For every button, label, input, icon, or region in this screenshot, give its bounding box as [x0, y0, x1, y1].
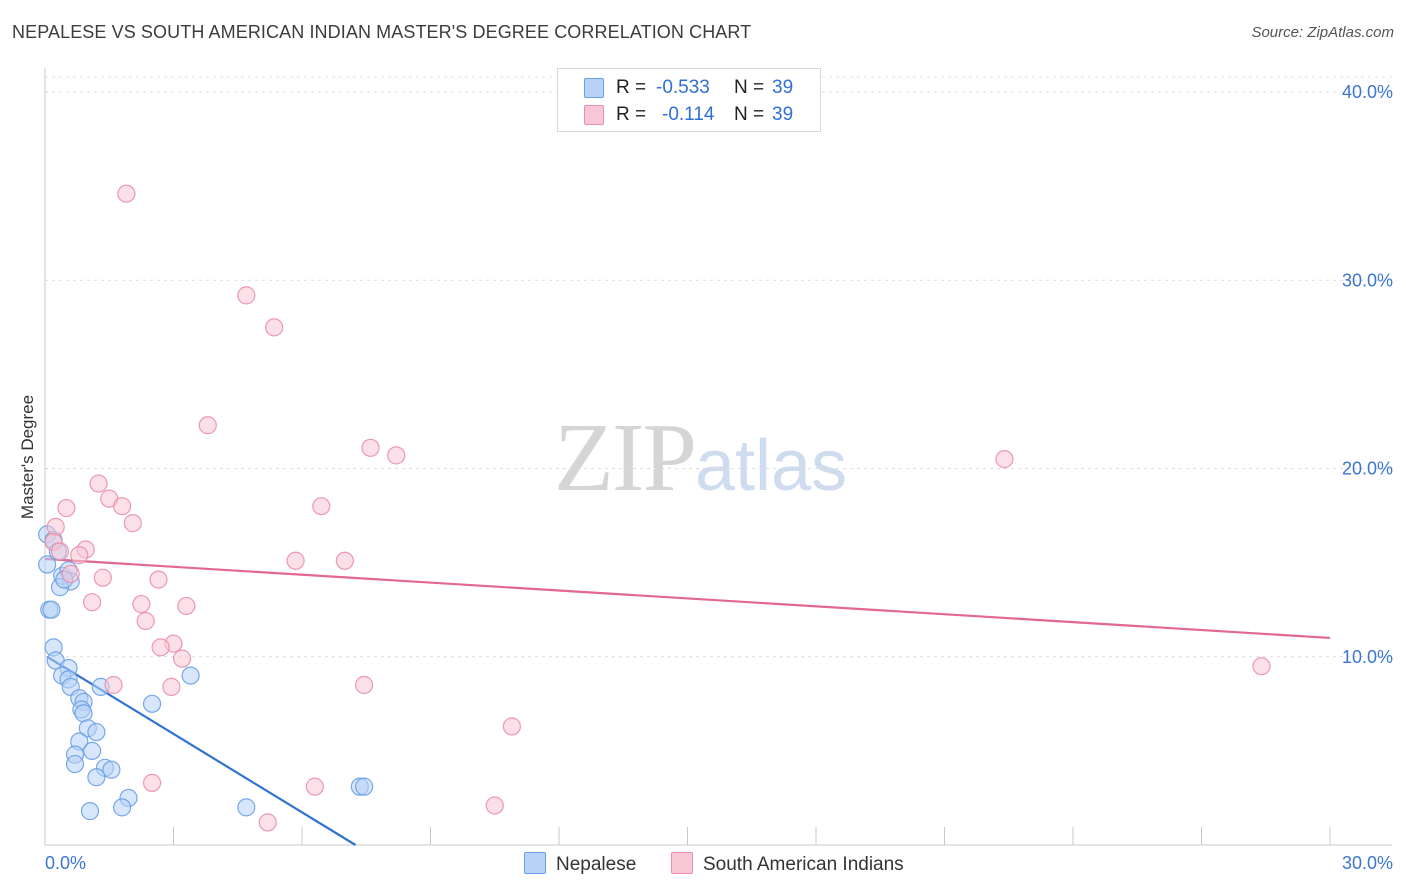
n-label: N = [734, 104, 765, 125]
point-south-american-indians [355, 675, 374, 695]
chart-title: NEPALESE VS SOUTH AMERICAN INDIAN MASTER… [12, 22, 752, 42]
south-american-indians-swatch [671, 852, 693, 874]
point-south-american-indians [198, 416, 217, 435]
point-south-american-indians [136, 611, 155, 631]
point-nepalese [142, 694, 162, 713]
point-nepalese [83, 741, 102, 760]
n-label: N = [734, 77, 765, 98]
point-south-american-indians [50, 542, 70, 561]
n-value: 39 [772, 104, 794, 125]
r-label: R = [616, 77, 647, 98]
point-south-american-indians [132, 594, 151, 614]
r-label: R = [616, 104, 647, 125]
point-south-american-indians [57, 498, 76, 518]
series-legend: Nepalese South American Indians [0, 850, 1406, 878]
point-south-american-indians [162, 677, 181, 696]
legend-label: South American Indians [703, 854, 904, 875]
point-south-american-indians [70, 546, 89, 565]
nepalese-swatch [524, 852, 546, 874]
point-south-american-indians [335, 551, 354, 570]
gridlines [45, 76, 1392, 658]
point-nepalese [87, 722, 106, 742]
data-points [38, 184, 1271, 832]
point-south-american-indians [1252, 657, 1271, 676]
tick-labels: 10.0% 20.0% 30.0% 40.0% 0.0% 30.0% Master's De… [18, 82, 1393, 873]
point-south-american-indians [387, 446, 406, 465]
south-american-indians-swatch [584, 105, 604, 125]
trend-line-south-american-indians [44, 557, 1331, 640]
y-tick-label: 30.0% [1342, 270, 1393, 290]
point-nepalese [181, 666, 200, 685]
y-tick-label: 40.0% [1342, 82, 1393, 102]
chart-source: Source: ZipAtlas.com [1251, 24, 1394, 41]
x-tick-label: 0.0% [45, 853, 86, 873]
legend-item-nepalese: Nepalese [524, 852, 636, 876]
point-south-american-indians [312, 497, 331, 516]
legend-label: Nepalese [556, 854, 637, 875]
point-nepalese [112, 798, 132, 817]
trend-lines [44, 557, 1331, 846]
point-south-american-indians [361, 438, 380, 457]
point-south-american-indians [995, 450, 1014, 469]
point-south-american-indians [104, 675, 123, 695]
watermark-zip: ZIP [554, 404, 697, 512]
point-south-american-indians [177, 596, 196, 616]
point-south-american-indians [142, 773, 162, 792]
point-south-american-indians [83, 593, 102, 612]
point-south-american-indians [258, 813, 277, 832]
point-south-american-indians [172, 649, 192, 668]
y-tick-label: 10.0% [1342, 647, 1393, 667]
watermark: ZIPatlas [554, 400, 847, 514]
point-south-american-indians [46, 517, 65, 536]
y-tick-label: 20.0% [1342, 459, 1393, 479]
point-south-american-indians [123, 514, 142, 533]
point-south-american-indians [265, 318, 284, 337]
n-value: 39 [772, 77, 794, 98]
point-south-american-indians [112, 497, 132, 516]
point-south-american-indians [117, 184, 136, 203]
point-nepalese [65, 754, 85, 774]
y-axis-title: Master's Degree [18, 395, 37, 519]
point-nepalese [74, 704, 93, 723]
nepalese-swatch [584, 78, 604, 98]
point-nepalese [237, 798, 256, 817]
point-south-american-indians [149, 570, 168, 589]
point-nepalese [80, 802, 100, 821]
legend-item-south-american-indians: South American Indians [671, 852, 904, 876]
watermark-atlas: atlas [695, 426, 848, 506]
point-south-american-indians [151, 638, 170, 657]
point-nepalese [102, 760, 121, 779]
point-south-american-indians [93, 568, 112, 587]
point-nepalese [42, 600, 61, 619]
r-value: -0.533 [656, 77, 710, 98]
point-south-american-indians [237, 286, 256, 305]
point-nepalese [355, 777, 374, 796]
point-south-american-indians [61, 564, 80, 584]
point-south-american-indians [286, 551, 305, 570]
point-south-american-indians [502, 717, 521, 736]
point-south-american-indians [305, 777, 324, 796]
point-south-american-indians [485, 796, 504, 815]
stats-legend: R = -0.533 N = 39 R = -0.114 N = 39 [557, 68, 821, 132]
r-value: -0.114 [662, 104, 715, 125]
axes [44, 68, 1392, 846]
point-nepalese [87, 768, 106, 787]
point-south-american-indians [89, 474, 108, 493]
point-nepalese [38, 555, 57, 574]
x-tick-label: 30.0% [1342, 853, 1393, 873]
